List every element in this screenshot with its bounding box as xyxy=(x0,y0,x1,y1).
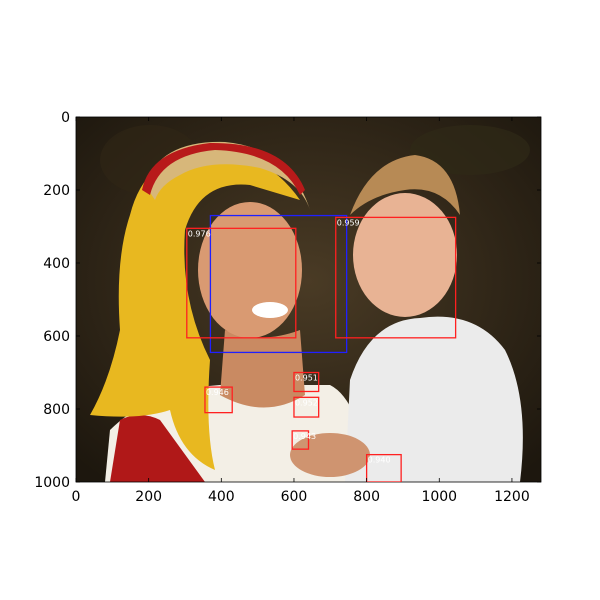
x-tick-label: 200 xyxy=(135,489,162,505)
y-tick-label: 400 xyxy=(43,256,70,272)
detection-score-label: 0.943 xyxy=(293,432,316,441)
y-tick-label: 600 xyxy=(43,329,70,345)
x-tick-label: 400 xyxy=(208,489,235,505)
detection-score-label: 0.946 xyxy=(206,388,229,397)
y-tick-label: 200 xyxy=(43,183,70,199)
photo xyxy=(76,117,541,482)
detection-box-2 xyxy=(335,216,457,339)
detection-box-1 xyxy=(186,227,297,339)
x-tick-label: 0 xyxy=(72,489,81,505)
x-tick-label: 600 xyxy=(281,489,308,505)
y-tick-label: 0 xyxy=(61,110,70,126)
detection-score-label: 0.940 xyxy=(368,456,391,465)
detection-score-label: 0.976 xyxy=(188,229,211,238)
detection-box-6 xyxy=(291,430,310,450)
x-axis: 0 200 400 600 800 1000 1200 xyxy=(72,117,530,505)
x-tick-label: 1200 xyxy=(494,489,530,505)
detection-box-4 xyxy=(293,396,320,418)
y-tick-label: 800 xyxy=(43,402,70,418)
x-tick-label: 1000 xyxy=(421,489,457,505)
detection-box-3 xyxy=(293,371,320,393)
x-tick-label: 800 xyxy=(353,489,380,505)
y-tick-label: 1000 xyxy=(34,475,70,491)
detection-box-5 xyxy=(204,386,233,414)
image-frame xyxy=(75,116,542,483)
detection-score-label: 0.951 xyxy=(295,374,318,383)
detection-score-label: 0.959 xyxy=(337,218,360,227)
ground-truth-box-0 xyxy=(209,214,348,354)
y-axis: 0 200 400 600 800 1000 xyxy=(34,110,541,491)
detection-boxes: 0.976 0.959 0.951 0.952 0.946 0.943 0.940 xyxy=(186,214,457,482)
detection-score-label: 0.952 xyxy=(295,398,318,407)
detection-box-7 xyxy=(365,453,402,482)
